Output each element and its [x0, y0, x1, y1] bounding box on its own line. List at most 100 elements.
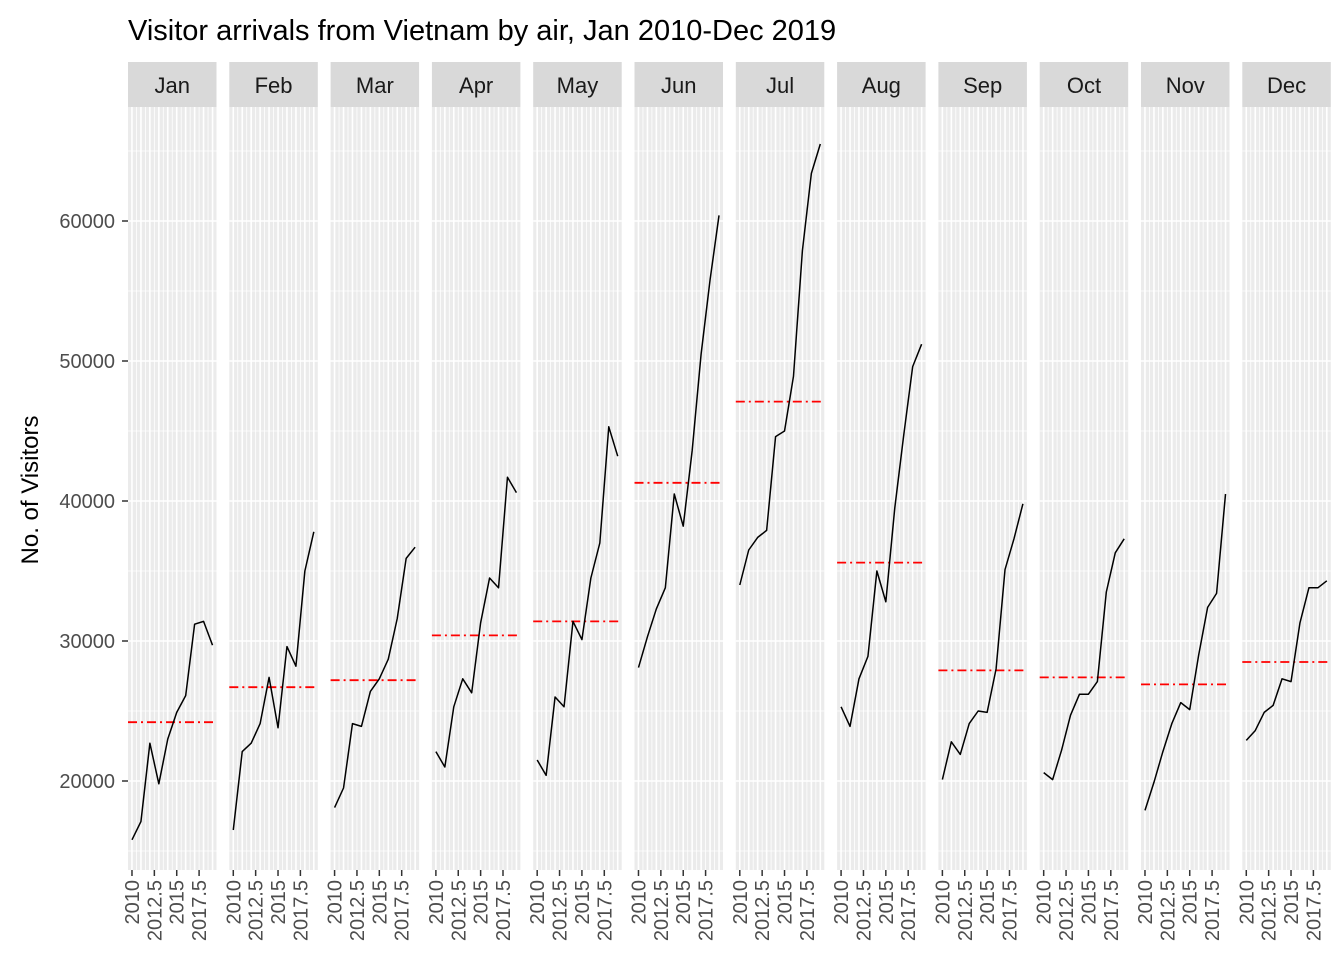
y-axis: 20000 30000 40000 50000 60000 [59, 211, 128, 793]
panel-sep: Sep 2010 2012.5 2015 2017.5 [932, 62, 1027, 941]
panel-feb: Feb 2010 2012.5 2015 2017.5 [223, 62, 318, 941]
y-tick-label: 30000 [59, 631, 115, 653]
series-line-nov [1144, 493, 1227, 811]
x-tick-label: 2015 [471, 880, 493, 925]
x-tick-label: 2015 [572, 880, 594, 925]
facet-strip-label: Jul [766, 73, 794, 98]
x-tick-label: 2010 [527, 880, 549, 925]
facet-strip [1039, 62, 1129, 107]
x-tick-label: 2017.5 [898, 880, 920, 941]
y-tick-label: 20000 [59, 771, 115, 793]
x-tick-label: 2010 [932, 880, 954, 925]
facet-strip [1242, 62, 1331, 107]
panel-nov: Nov 2010 2012.5 2015 2017.5 [1135, 62, 1230, 941]
x-tick-label: 2017.5 [1303, 880, 1325, 941]
x-tick-label: 2015 [977, 880, 999, 925]
panel-jul: Jul 2010 2012.5 2015 2017.5 [730, 62, 825, 941]
facet-strip-label: Dec [1267, 73, 1306, 98]
x-tick-label: 2010 [628, 880, 650, 925]
panel-aug: Aug 2010 2012.5 2015 2017.5 [831, 62, 926, 941]
x-tick-label: 2012.5 [955, 880, 977, 941]
facet-strip [735, 62, 825, 107]
x-tick-label: 2012.5 [550, 880, 572, 941]
facet-strip [1141, 62, 1230, 107]
series-line-jul [739, 143, 822, 586]
series-line-oct [1043, 538, 1125, 781]
series-line-may [536, 426, 619, 777]
x-tick-label: 2015 [1180, 880, 1202, 925]
facet-strip-label: Oct [1067, 73, 1101, 98]
x-tick-label: 2017.5 [999, 880, 1021, 941]
x-tick-label: 2012.5 [1157, 880, 1179, 941]
panel-jan: Jan 2010 2012.5 2015 2017.5 [122, 62, 217, 941]
x-tick-label: 2012.5 [1259, 880, 1281, 941]
panel-jun: Jun 2010 2012.5 2015 2017.5 [628, 62, 723, 941]
series-line-feb [232, 531, 315, 831]
x-tick-label: 2015 [167, 880, 189, 925]
x-tick-label: 2012.5 [347, 880, 369, 941]
facet-strip-label: Mar [356, 73, 394, 98]
facet-strip [634, 62, 723, 107]
panel-oct: Oct 2010 2012.5 2015 2017.5 [1034, 62, 1129, 941]
x-tick-label: 2010 [1236, 880, 1258, 925]
x-tick-label: 2017.5 [594, 880, 616, 941]
x-tick-label: 2015 [268, 880, 290, 925]
facet-strip [128, 62, 217, 107]
x-tick-label: 2010 [831, 880, 853, 925]
series-line-sep [941, 503, 1024, 780]
y-tick-label: 50000 [59, 351, 115, 373]
x-tick-label: 2010 [1034, 880, 1056, 925]
x-tick-label: 2012.5 [448, 880, 470, 941]
x-tick-label: 2015 [673, 880, 695, 925]
y-axis-label: No. of Visitors [17, 416, 44, 565]
x-tick-label: 2015 [775, 880, 797, 925]
x-tick-label: 2012.5 [752, 880, 774, 941]
series-line-jun [637, 215, 720, 668]
facet-strip-label: Apr [459, 73, 493, 98]
x-tick-label: 2012.5 [651, 880, 673, 941]
x-tick-label: 2015 [369, 880, 391, 925]
panel-apr: Apr 2010 2012.5 2015 2017.5 [426, 62, 521, 941]
x-tick-label: 2015 [1078, 880, 1100, 925]
x-tick-label: 2017.5 [392, 880, 414, 941]
series-line-mar [333, 546, 416, 808]
x-tick-label: 2012.5 [246, 880, 268, 941]
panel-dec: Dec 2010 2012.5 2015 2017.5 [1236, 62, 1331, 941]
facet-strip-label: Aug [862, 73, 901, 98]
x-tick-label: 2010 [730, 880, 752, 925]
x-tick-label: 2010 [1135, 880, 1157, 925]
panel-mar: Mar 2010 2012.5 2015 2017.5 [325, 62, 420, 941]
facet-strip [837, 62, 926, 107]
y-tick-label: 60000 [59, 211, 115, 233]
facet-strip-label: Sep [963, 73, 1002, 98]
x-tick-label: 2017.5 [696, 880, 718, 941]
y-tick-label: 40000 [59, 491, 115, 513]
x-tick-label: 2010 [122, 880, 144, 925]
x-tick-label: 2015 [1281, 880, 1303, 925]
x-tick-label: 2015 [876, 880, 898, 925]
series-line-jan [131, 620, 214, 841]
series-line-aug [840, 343, 923, 728]
facet-strip [938, 62, 1027, 107]
facet-strip-label: Feb [255, 73, 293, 98]
facet-strip-label: May [557, 73, 599, 98]
x-tick-label: 2012.5 [1056, 880, 1078, 941]
facet-strip [431, 62, 521, 107]
x-tick-label: 2010 [325, 880, 347, 925]
chart-title: Visitor arrivals from Vietnam by air, Ja… [128, 15, 836, 47]
x-tick-label: 2017.5 [189, 880, 211, 941]
facet-strip-label: Jan [155, 73, 190, 98]
series-line-dec [1245, 580, 1328, 741]
facet-strip [330, 62, 420, 107]
facet-strip [533, 62, 622, 107]
x-tick-label: 2017.5 [1101, 880, 1123, 941]
x-tick-label: 2010 [426, 880, 448, 925]
x-tick-label: 2017.5 [493, 880, 515, 941]
x-tick-label: 2017.5 [797, 880, 819, 941]
facet-strip-label: Nov [1166, 73, 1205, 98]
series-line-apr [435, 476, 518, 768]
facet-strip [229, 62, 318, 107]
facet-strip-label: Jun [661, 73, 696, 98]
